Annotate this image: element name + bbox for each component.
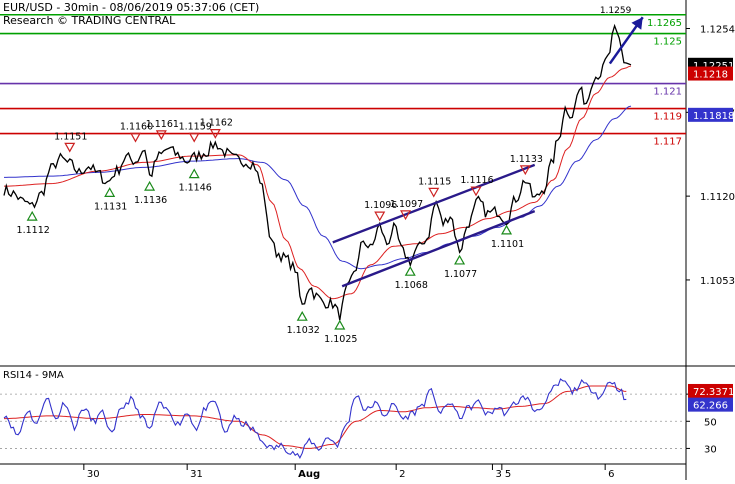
target-label: 1.1259	[600, 6, 632, 16]
low-marker-1.1136	[144, 180, 156, 191]
annotation-layer: 1.1259 1.1112 1.1131 1.1136 1.1146 1.1032 1.10…	[17, 6, 644, 345]
high-label-1.1160: 1.1160	[120, 121, 153, 132]
price-tag-bg-2	[688, 107, 733, 122]
chart-credit: Research © TRADING CENTRAL	[3, 14, 176, 27]
channel-line-0	[332, 163, 536, 244]
high-marker-1.1160	[129, 132, 142, 143]
ma-slow-line	[4, 105, 632, 270]
high-label-1.1115: 1.1115	[418, 176, 451, 187]
level-label-1.125: 1.125	[653, 37, 682, 48]
low-marker-1.1032	[296, 310, 308, 321]
high-label-1.1159: 1.1159	[179, 121, 212, 132]
low-marker-1.1101	[501, 224, 513, 235]
levels-layer: 1.1265 1.125 1.121 1.119 1.117	[0, 13, 686, 148]
rsi-title: RSI14 - 9MA	[3, 370, 64, 381]
low-marker-1.1068	[404, 265, 416, 276]
ma-fast-line	[4, 65, 632, 300]
time-label-3: 3	[495, 469, 501, 480]
price-tag-1: 1.1218	[693, 70, 728, 81]
low-label-1.1101: 1.1101	[491, 239, 524, 250]
high-marker-1.1133	[519, 165, 531, 176]
rsi-layer: RSI14 - 9MA	[0, 370, 686, 459]
time-label-2: 2	[399, 469, 405, 480]
rsi-ma-line	[4, 385, 627, 449]
rsi-tag-1: 62.266	[693, 401, 728, 412]
high-label-1.1151: 1.1151	[54, 131, 87, 142]
level-label-1.117: 1.117	[653, 137, 682, 148]
low-label-1.1131: 1.1131	[94, 201, 127, 212]
time-label-31: 31	[190, 469, 203, 480]
low-marker-1.1131	[104, 187, 116, 197]
low-label-1.1077: 1.1077	[444, 269, 477, 280]
high-label-1.1096: 1.1096	[364, 200, 397, 211]
level-label-1.119: 1.119	[653, 112, 682, 123]
high-marker-1.1097	[400, 210, 412, 221]
high-label-1.1162: 1.1162	[200, 118, 233, 129]
chart-title: EUR/USD - 30min - 08/06/2019 05:37:06 (C…	[3, 1, 260, 14]
price-tag-2: 1.11818	[693, 111, 734, 122]
low-label-1.1032: 1.1032	[287, 325, 320, 336]
low-label-1.1146: 1.1146	[179, 183, 212, 194]
price-tag-0: 1.12251	[693, 61, 734, 72]
rsi-tag-0: 72.3371	[693, 387, 734, 398]
axes-layer: 1.12541.11871.11201.10531.122511.12181.1…	[83, 25, 735, 480]
rsi-line	[3, 378, 627, 459]
time-label-5: 5	[505, 469, 511, 480]
low-marker-1.1077	[454, 254, 466, 265]
low-marker-1.1146	[188, 168, 200, 179]
price-line	[3, 23, 632, 321]
high-label-1.1116: 1.1116	[460, 175, 493, 186]
time-label-6: 6	[608, 469, 614, 480]
high-marker-1.1151	[64, 142, 76, 153]
price-tag-bg-1	[688, 66, 733, 81]
low-label-1.1068: 1.1068	[395, 280, 428, 291]
rsi-tick-label-30: 30	[704, 444, 717, 455]
high-marker-1.1115	[428, 187, 440, 198]
time-label-Aug: Aug	[298, 469, 320, 480]
level-label-1.1265: 1.1265	[647, 18, 682, 29]
time-label-30: 30	[87, 469, 100, 480]
low-marker-1.1112	[26, 210, 38, 221]
price-tick-label-1.112: 1.1120	[700, 192, 735, 203]
channel-line-1	[341, 210, 536, 288]
price-tick-label-1.1254: 1.1254	[700, 25, 735, 36]
high-label-1.1161: 1.1161	[146, 119, 179, 130]
low-marker-1.1025	[334, 319, 346, 330]
high-marker-1.1162	[209, 128, 221, 139]
rsi-tag-bg-1	[688, 397, 733, 412]
rsi-tick-label-50: 50	[704, 417, 717, 428]
level-label-1.121: 1.121	[653, 87, 682, 98]
high-label-1.1097: 1.1097	[390, 199, 423, 210]
series-layer	[3, 23, 632, 321]
high-marker-1.1116	[470, 186, 482, 197]
trend-arrow-head	[631, 17, 643, 30]
price-tick-label-1.1053: 1.1053	[700, 276, 735, 287]
high-label-1.1133: 1.1133	[510, 154, 543, 165]
low-label-1.1136: 1.1136	[134, 195, 167, 206]
low-label-1.1025: 1.1025	[324, 334, 357, 345]
high-marker-1.1159	[188, 132, 200, 143]
high-marker-1.1161	[155, 130, 167, 141]
low-label-1.1112: 1.1112	[17, 225, 50, 236]
high-marker-1.1096	[374, 211, 386, 222]
rsi-tag-bg-0	[688, 383, 733, 398]
